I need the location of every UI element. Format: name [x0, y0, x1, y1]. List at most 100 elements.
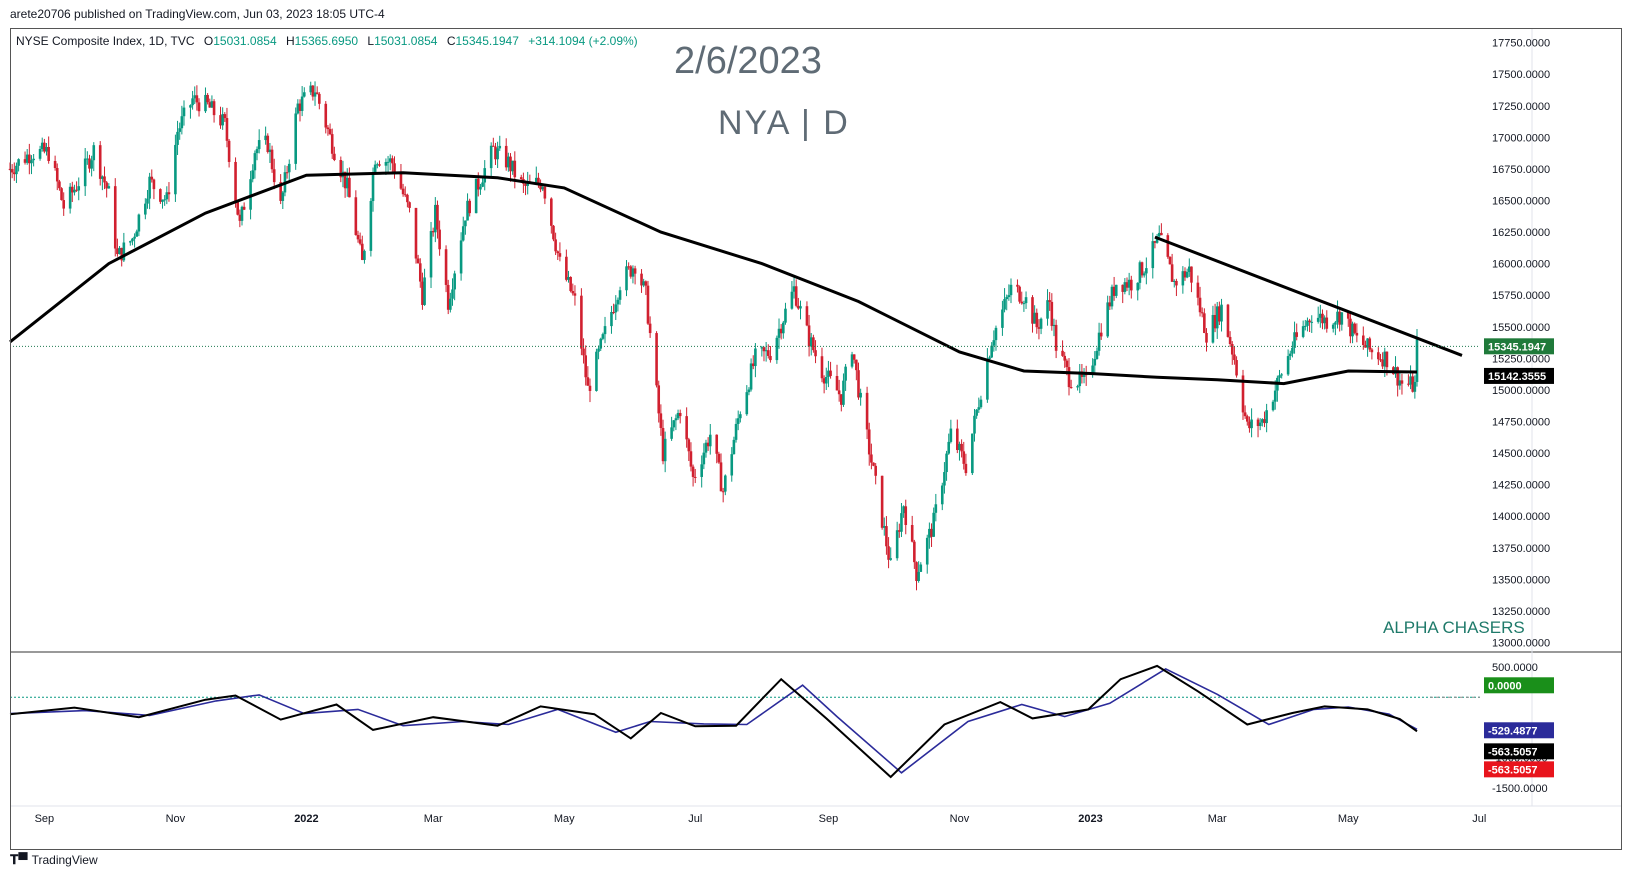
- candle-body[interactable]: [318, 93, 321, 104]
- candle-body[interactable]: [539, 183, 542, 190]
- candle-body[interactable]: [945, 453, 948, 473]
- candle-body[interactable]: [610, 312, 613, 327]
- candle-body[interactable]: [1001, 309, 1004, 328]
- candle-body[interactable]: [1407, 383, 1410, 385]
- candle-body[interactable]: [857, 370, 860, 398]
- candle-body[interactable]: [867, 429, 871, 455]
- candle-body[interactable]: [421, 281, 424, 305]
- candle-body[interactable]: [10, 169, 14, 173]
- candle-body[interactable]: [1114, 284, 1118, 296]
- candle-body[interactable]: [296, 103, 300, 114]
- candle-body[interactable]: [1205, 332, 1208, 343]
- candle-body[interactable]: [489, 145, 493, 169]
- candle-body[interactable]: [197, 102, 201, 112]
- candle-body[interactable]: [47, 146, 50, 161]
- candle-body[interactable]: [807, 325, 811, 347]
- candle-body[interactable]: [1166, 235, 1170, 257]
- candle-body[interactable]: [691, 466, 695, 477]
- candle-body[interactable]: [1005, 297, 1009, 300]
- candle-body[interactable]: [565, 256, 568, 280]
- candle-body[interactable]: [1110, 286, 1114, 307]
- candle-body[interactable]: [167, 192, 171, 195]
- candle-body[interactable]: [298, 103, 302, 111]
- candle-body[interactable]: [1046, 300, 1049, 319]
- candle-body[interactable]: [676, 412, 680, 419]
- candle-body[interactable]: [1048, 300, 1051, 302]
- candle-body[interactable]: [38, 149, 42, 159]
- candle-body[interactable]: [1215, 306, 1219, 329]
- candle-body[interactable]: [1338, 311, 1341, 325]
- candle-body[interactable]: [739, 414, 742, 419]
- candle-body[interactable]: [640, 273, 643, 286]
- candle-body[interactable]: [12, 172, 16, 175]
- candle-body[interactable]: [88, 158, 91, 169]
- candle-body[interactable]: [1243, 412, 1247, 417]
- candle-body[interactable]: [339, 159, 343, 178]
- candle-body[interactable]: [58, 181, 61, 189]
- candle-body[interactable]: [107, 186, 111, 189]
- candle-body[interactable]: [625, 266, 628, 291]
- candle-body[interactable]: [1368, 338, 1372, 350]
- candle-body[interactable]: [663, 438, 667, 462]
- candle-body[interactable]: [805, 306, 809, 326]
- candles-layer[interactable]: [8, 81, 1419, 591]
- candle-body[interactable]: [373, 164, 377, 174]
- candle-body[interactable]: [820, 356, 824, 379]
- candle-body[interactable]: [1334, 322, 1337, 325]
- candle-body[interactable]: [386, 161, 390, 163]
- candle-body[interactable]: [940, 485, 944, 505]
- osc-slow-line[interactable]: [9, 667, 1418, 774]
- candle-body[interactable]: [524, 183, 527, 186]
- candle-body[interactable]: [1020, 301, 1024, 304]
- candle-body[interactable]: [794, 286, 798, 306]
- candle-body[interactable]: [990, 345, 993, 358]
- candle-body[interactable]: [311, 85, 315, 97]
- candle-body[interactable]: [992, 340, 996, 346]
- candle-body[interactable]: [618, 290, 622, 300]
- candle-body[interactable]: [444, 249, 448, 285]
- candle-body[interactable]: [777, 328, 781, 338]
- candle-body[interactable]: [8, 168, 12, 170]
- candle-body[interactable]: [272, 169, 276, 183]
- candle-body[interactable]: [754, 348, 757, 367]
- candle-body[interactable]: [227, 140, 231, 162]
- candle-body[interactable]: [1261, 419, 1264, 423]
- candle-body[interactable]: [1241, 375, 1245, 413]
- candle-body[interactable]: [174, 144, 177, 195]
- candle-body[interactable]: [689, 451, 693, 467]
- candle-body[interactable]: [28, 154, 31, 164]
- candle-body[interactable]: [721, 491, 725, 493]
- candle-body[interactable]: [799, 306, 802, 309]
- candle-body[interactable]: [70, 186, 74, 193]
- candle-body[interactable]: [251, 170, 255, 180]
- candle-body[interactable]: [1291, 347, 1294, 354]
- candle-body[interactable]: [1130, 279, 1133, 291]
- candle-body[interactable]: [483, 168, 487, 183]
- candle-body[interactable]: [257, 140, 261, 150]
- candle-body[interactable]: [221, 114, 224, 126]
- candle-body[interactable]: [779, 328, 783, 334]
- candle-body[interactable]: [824, 377, 828, 384]
- candle-body[interactable]: [1099, 332, 1103, 337]
- candle-body[interactable]: [1172, 280, 1176, 282]
- candle-body[interactable]: [23, 159, 27, 163]
- candle-body[interactable]: [962, 451, 966, 464]
- candle-body[interactable]: [519, 177, 523, 179]
- candle-body[interactable]: [356, 234, 360, 240]
- candle-body[interactable]: [504, 145, 508, 168]
- candle-body[interactable]: [736, 418, 740, 424]
- candle-body[interactable]: [92, 145, 96, 161]
- candle-body[interactable]: [285, 172, 289, 174]
- candle-body[interactable]: [1123, 282, 1127, 292]
- candle-body[interactable]: [1052, 324, 1056, 327]
- candle-body[interactable]: [1273, 390, 1277, 402]
- candle-body[interactable]: [1396, 367, 1399, 386]
- candle-body[interactable]: [859, 392, 862, 398]
- candle-body[interactable]: [930, 528, 933, 537]
- candle-body[interactable]: [240, 206, 244, 221]
- candle-body[interactable]: [384, 161, 388, 166]
- candle-body[interactable]: [1198, 297, 1202, 313]
- candle-body[interactable]: [678, 412, 682, 417]
- candle-body[interactable]: [872, 462, 875, 466]
- candle-body[interactable]: [947, 441, 951, 454]
